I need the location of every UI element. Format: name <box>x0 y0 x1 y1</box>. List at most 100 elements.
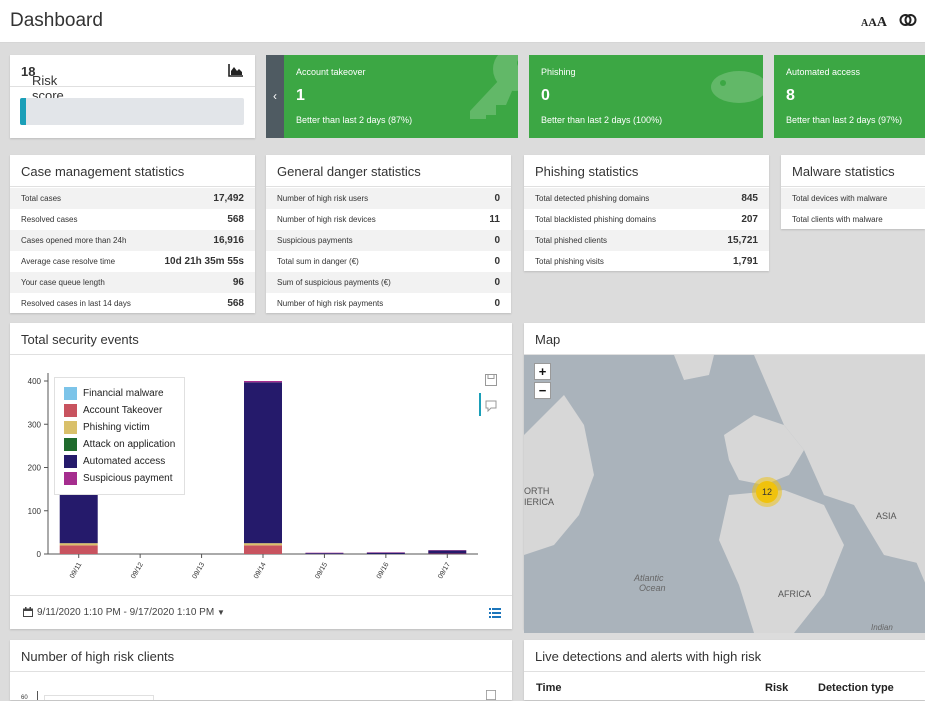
bar-segment <box>428 551 466 554</box>
card-title: Malware statistics <box>792 164 895 179</box>
phishing-tile[interactable]: Phishing 0 Better than last 2 days (100%… <box>529 55 763 138</box>
y-tick-label: 200 <box>28 464 42 473</box>
y-tick-label: 400 <box>28 377 42 386</box>
comment-icon[interactable] <box>485 400 497 412</box>
general-danger-card: General danger statistics Number of high… <box>266 155 511 313</box>
legend-item[interactable]: Financial malware <box>64 387 164 400</box>
date-range-picker[interactable]: 9/11/2020 1:10 PM - 9/17/2020 1:10 PM ▼ <box>37 607 225 618</box>
table-row: Total devices with malware <box>781 188 925 209</box>
fish-icon <box>701 63 763 113</box>
x-tick-label: 09/13 <box>191 561 206 580</box>
card-title: Total security events <box>21 332 139 347</box>
card-title: Phishing statistics <box>535 164 638 179</box>
tile-value: 1 <box>296 87 305 105</box>
malware-stats-card: Malware statistics Total devices with ma… <box>781 155 925 229</box>
y-axis <box>37 691 38 700</box>
contrast-toggle-icon[interactable] <box>899 12 917 28</box>
column-header-time[interactable]: Time <box>536 682 561 694</box>
tile-value: 8 <box>786 87 795 105</box>
bar-segment <box>244 545 282 554</box>
x-tick-label: 09/16 <box>376 561 391 580</box>
malware-stats-table: Total devices with malware Total clients… <box>781 188 925 230</box>
risk-score-header: Risk score 18 <box>10 55 255 87</box>
risk-score-card: Risk score 18 <box>10 55 255 138</box>
security-events-card: Total security events 0 100 200 300 400 09/11… <box>10 323 512 629</box>
legend-swatch <box>64 387 77 400</box>
chart-legend <box>44 695 154 700</box>
card-title: Map <box>535 332 560 347</box>
save-chart-icon[interactable] <box>485 374 497 386</box>
column-header-risk[interactable]: Risk <box>765 682 788 694</box>
zoom-in-button[interactable]: + <box>534 363 551 380</box>
legend-swatch <box>64 455 77 468</box>
phishing-stats-card: Phishing statistics Total detected phish… <box>524 155 769 271</box>
map-card: Map + − 12 ORTH IERICA Atlantic Ocean AF… <box>524 323 925 629</box>
tile-subtext: Better than last 2 days (100%) <box>541 115 662 125</box>
area-chart-icon[interactable] <box>228 63 244 77</box>
map-label: Ocean <box>639 583 666 593</box>
calendar-icon <box>23 607 33 617</box>
cluster-marker[interactable]: 12 <box>752 477 782 507</box>
chevron-down-icon: ▼ <box>217 608 225 617</box>
list-icon[interactable] <box>489 608 501 618</box>
tile-label: Automated access <box>786 67 860 77</box>
legend-item[interactable]: Automated access <box>64 455 165 468</box>
legend-item[interactable]: Suspicious payment <box>64 472 173 485</box>
map-label: IERICA <box>524 497 554 507</box>
tile-value: 0 <box>541 87 550 105</box>
tile-label: Phishing <box>541 67 576 77</box>
save-chart-icon[interactable] <box>485 690 497 700</box>
y-tick-label: 300 <box>28 420 42 429</box>
high-risk-clients-card: Number of high risk clients 60 <box>10 640 512 700</box>
automated-access-tile[interactable]: Automated access 8 Better than last 2 da… <box>774 55 925 138</box>
account-takeover-tile[interactable]: Account takeover 1 Better than last 2 da… <box>284 55 518 138</box>
legend-swatch <box>64 404 77 417</box>
bar-segment <box>244 543 282 545</box>
y-tick-label: 0 <box>37 550 42 559</box>
map-label: Atlantic <box>634 573 664 583</box>
key-icon <box>460 55 518 119</box>
legend-swatch <box>64 421 77 434</box>
tile-subtext: Better than last 2 days (87%) <box>296 115 412 125</box>
bar-segment <box>244 382 282 543</box>
x-tick-label: 09/15 <box>314 561 329 580</box>
zoom-out-button[interactable]: − <box>534 382 551 399</box>
column-header-detection-type[interactable]: Detection type <box>818 682 894 694</box>
bar-segment <box>367 553 405 554</box>
collapse-tiles-button[interactable]: ‹ <box>266 55 284 138</box>
font-size-button[interactable]: AAA <box>861 13 887 31</box>
top-bar: Dashboard AAA <box>0 0 925 43</box>
x-tick-label: 09/11 <box>69 561 84 579</box>
chart-legend: Financial malware Account Takeover Phish… <box>54 377 185 495</box>
legend-item[interactable]: Phishing victim <box>64 421 150 434</box>
map-label: ORTH <box>524 486 549 496</box>
y-tick-label: 100 <box>28 507 42 516</box>
world-map[interactable]: + − 12 ORTH IERICA Atlantic Ocean AFRICA… <box>524 355 925 633</box>
chart-scroll-indicator <box>479 393 481 416</box>
bar-segment <box>60 545 98 554</box>
tile-label: Account takeover <box>296 67 366 77</box>
legend-item[interactable]: Account Takeover <box>64 404 162 417</box>
legend-swatch <box>64 472 77 485</box>
card-title: Case management statistics <box>21 164 184 179</box>
bar-segment <box>60 493 98 543</box>
legend-item[interactable]: Attack on application <box>64 438 175 451</box>
risk-score-bar-fill <box>20 98 26 125</box>
date-range-bar: 9/11/2020 1:10 PM - 9/17/2020 1:10 PM ▼ <box>10 595 512 628</box>
card-title: Number of high risk clients <box>21 649 174 664</box>
